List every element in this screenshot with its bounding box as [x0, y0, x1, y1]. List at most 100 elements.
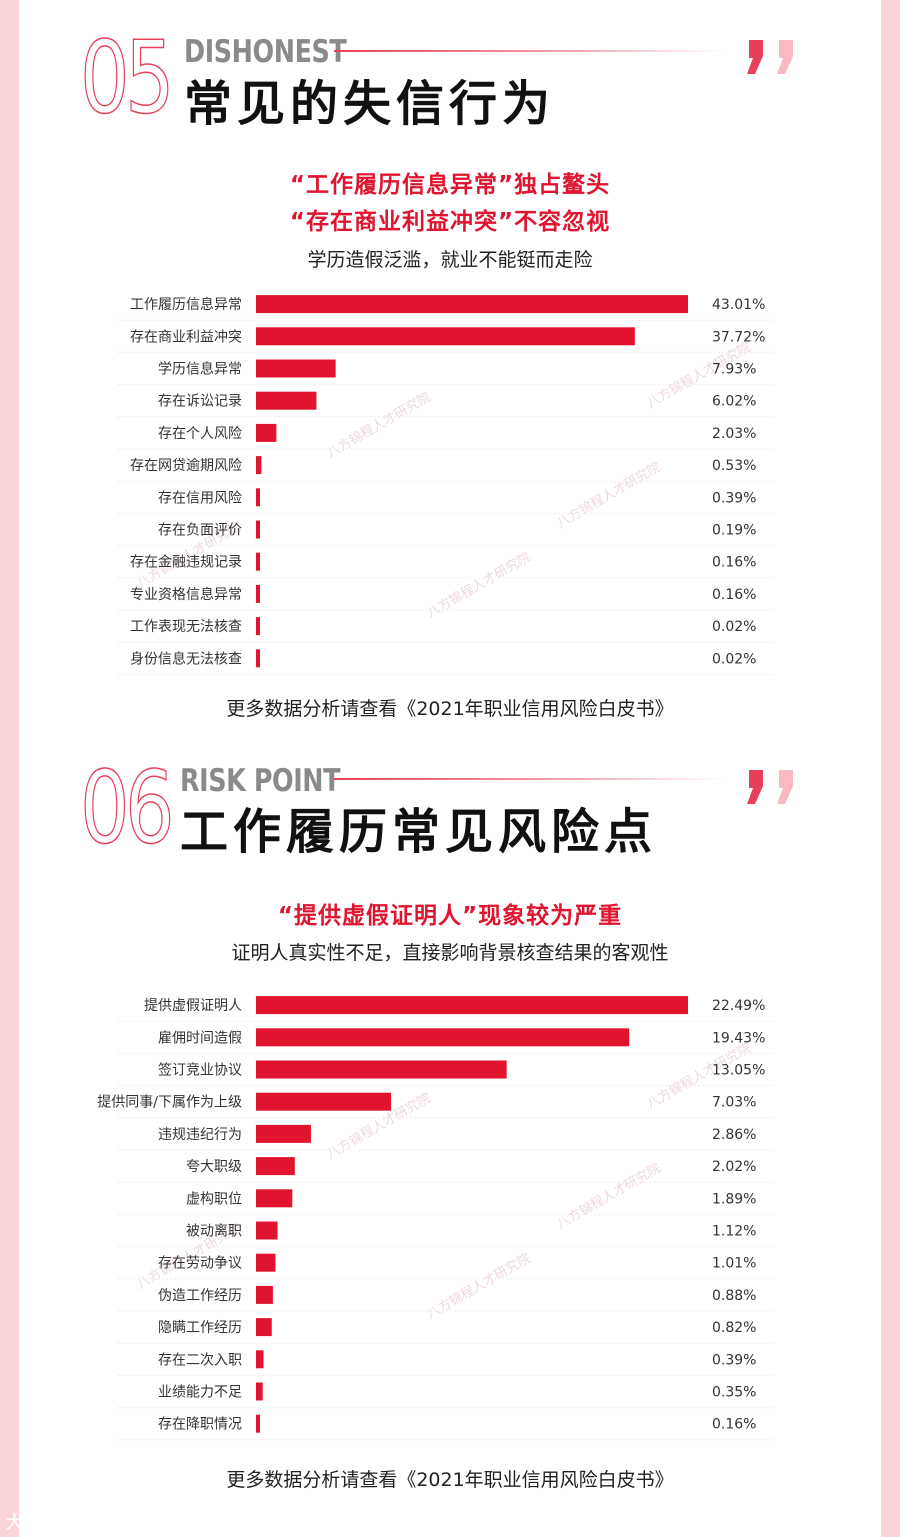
- bar: [256, 1028, 630, 1047]
- value-label: 7.03%: [712, 1095, 756, 1111]
- bar: [256, 423, 277, 442]
- category-label: 伪造工作经历: [158, 1288, 242, 1304]
- bar: [256, 1124, 311, 1143]
- section-divider-05: [334, 50, 724, 52]
- category-label: 雇佣时间造假: [158, 1029, 242, 1046]
- bar: [256, 996, 688, 1015]
- category-label: 存在诉讼记录: [158, 394, 242, 410]
- footer-note-05: 更多数据分析请查看《2021年职业信用风险白皮书》: [226, 698, 674, 720]
- category-label: 工作表现无法核查: [130, 619, 242, 635]
- category-label: 存在二次入职: [158, 1352, 242, 1368]
- bar: [256, 520, 260, 539]
- category-label: 存在金融违规记录: [130, 555, 242, 571]
- category-label: 隐瞒工作经历: [158, 1320, 242, 1336]
- value-label: 2.03%: [712, 426, 756, 442]
- page-paper: [19, 0, 881, 1537]
- value-label: 0.39%: [712, 490, 756, 506]
- bar-chart-svg: 八方锦程人才研究院八方锦程人才研究院八方锦程人才研究院八方锦程人才研究院八方锦程…: [97, 996, 775, 1441]
- category-label: 存在个人风险: [158, 426, 242, 442]
- section-number-05: 05: [79, 19, 175, 136]
- value-label: 0.53%: [712, 458, 756, 474]
- headline-06-1: “提供虚假证明人”现象较为严重: [277, 903, 623, 929]
- category-label: 学历信息异常: [158, 361, 242, 378]
- value-label: 0.16%: [712, 587, 756, 603]
- category-label: 工作履历信息异常: [130, 296, 242, 313]
- bar-chart-svg: 八方锦程人才研究院八方锦程人才研究院八方锦程人才研究院八方锦程人才研究院八方锦程…: [118, 295, 775, 675]
- bar: [256, 488, 260, 507]
- section-zh-title-05: 常见的失信行为: [184, 76, 556, 132]
- bar: [256, 327, 635, 346]
- value-label: 0.16%: [712, 1417, 756, 1433]
- bar: [256, 649, 260, 668]
- category-label: 虚构职位: [186, 1191, 242, 1207]
- subtitle-06: 证明人真实性不足，直接影响背景核查结果的客观性: [231, 942, 669, 964]
- category-label: 夸大职级: [186, 1159, 242, 1175]
- value-label: 22.49%: [712, 998, 765, 1014]
- value-label: 0.19%: [712, 523, 756, 539]
- bar: [256, 1221, 278, 1240]
- category-label: 身份信息无法核查: [130, 650, 242, 667]
- watermark-text: 八方锦程人才研究院: [554, 459, 663, 531]
- bar: [256, 359, 336, 378]
- category-label: 存在商业利益冲突: [130, 329, 242, 345]
- category-label: 存在劳动争议: [158, 1256, 242, 1272]
- category-label: 存在信用风险: [158, 490, 242, 506]
- value-label: 0.88%: [712, 1288, 756, 1304]
- bar: [256, 295, 688, 314]
- headline-05-2: “存在商业利益冲突”不容忽视: [289, 209, 611, 235]
- bar: [256, 1285, 273, 1304]
- bar: [256, 1414, 260, 1433]
- section-en-title-06: RISK POINT: [180, 763, 341, 799]
- bar: [256, 1350, 264, 1369]
- value-label: 2.86%: [712, 1127, 756, 1143]
- value-label: 7.93%: [712, 362, 756, 378]
- watermark-text: 八方锦程人才研究院: [424, 1250, 533, 1322]
- section-en-title-05: DISHONEST: [184, 34, 347, 70]
- value-label: 6.02%: [712, 394, 756, 410]
- subtitle-05: 学历造假泛滥，就业不能铤而走险: [307, 249, 593, 271]
- category-label: 被动离职: [186, 1223, 242, 1240]
- value-label: 13.05%: [712, 1063, 765, 1079]
- category-label: 提供同事/下属作为上级: [97, 1095, 242, 1111]
- category-label: 存在负面评价: [158, 523, 242, 539]
- section-zh-title-06: 工作履历常见风险点: [180, 804, 658, 860]
- bar: [256, 1189, 293, 1208]
- bar: [256, 1382, 263, 1401]
- value-label: 0.35%: [712, 1385, 756, 1401]
- value-label: 1.01%: [712, 1256, 756, 1272]
- bar: [256, 1157, 295, 1176]
- quote-mark-icon: [747, 40, 793, 74]
- value-label: 1.89%: [712, 1191, 756, 1207]
- chart-dishonest-behaviors: 八方锦程人才研究院 八方锦程人才研究院 八方锦程人才研究院 八方锦程人才研究院 八方锦程…: [0, 288, 900, 678]
- bar: [256, 391, 317, 410]
- chart-work-history-risks: 八方锦程人才研究院 八方锦程人才研究院 八方锦程人才研究院 八方锦程人才研究院 八方锦程…: [0, 989, 900, 1444]
- category-label: 存在网贷逾期风险: [130, 458, 242, 474]
- category-label: 签订竞业协议: [158, 1062, 242, 1079]
- bar: [256, 1318, 272, 1337]
- value-label: 1.12%: [712, 1224, 756, 1240]
- bar: [256, 1092, 392, 1111]
- headline-05-1: “工作履历信息异常”独占鳌头: [289, 172, 611, 198]
- bar: [256, 1253, 276, 1272]
- value-label: 0.82%: [712, 1320, 756, 1336]
- brand-logo: 大数跨境: [6, 1513, 78, 1533]
- watermark-text: 八方锦程人才研究院: [324, 389, 433, 461]
- category-label: 违规违纪行为: [158, 1127, 242, 1143]
- section-divider-06: [334, 778, 724, 780]
- value-label: 19.43%: [712, 1030, 765, 1046]
- category-label: 业绩能力不足: [158, 1385, 242, 1401]
- value-label: 0.02%: [712, 651, 756, 667]
- category-label: 专业资格信息异常: [130, 586, 242, 603]
- value-label: 2.02%: [712, 1159, 756, 1175]
- value-label: 0.02%: [712, 619, 756, 635]
- category-label: 存在降职情况: [158, 1417, 242, 1433]
- bar: [256, 617, 260, 636]
- bar: [256, 584, 260, 603]
- value-label: 43.01%: [712, 297, 765, 313]
- bar: [256, 456, 262, 475]
- quote-mark-icon: [747, 770, 793, 804]
- watermark-text: 八方锦程人才研究院: [554, 1160, 663, 1232]
- section-number-06: 06: [79, 749, 175, 866]
- footer-note-06: 更多数据分析请查看《2021年职业信用风险白皮书》: [226, 1469, 674, 1491]
- bar: [256, 1060, 507, 1079]
